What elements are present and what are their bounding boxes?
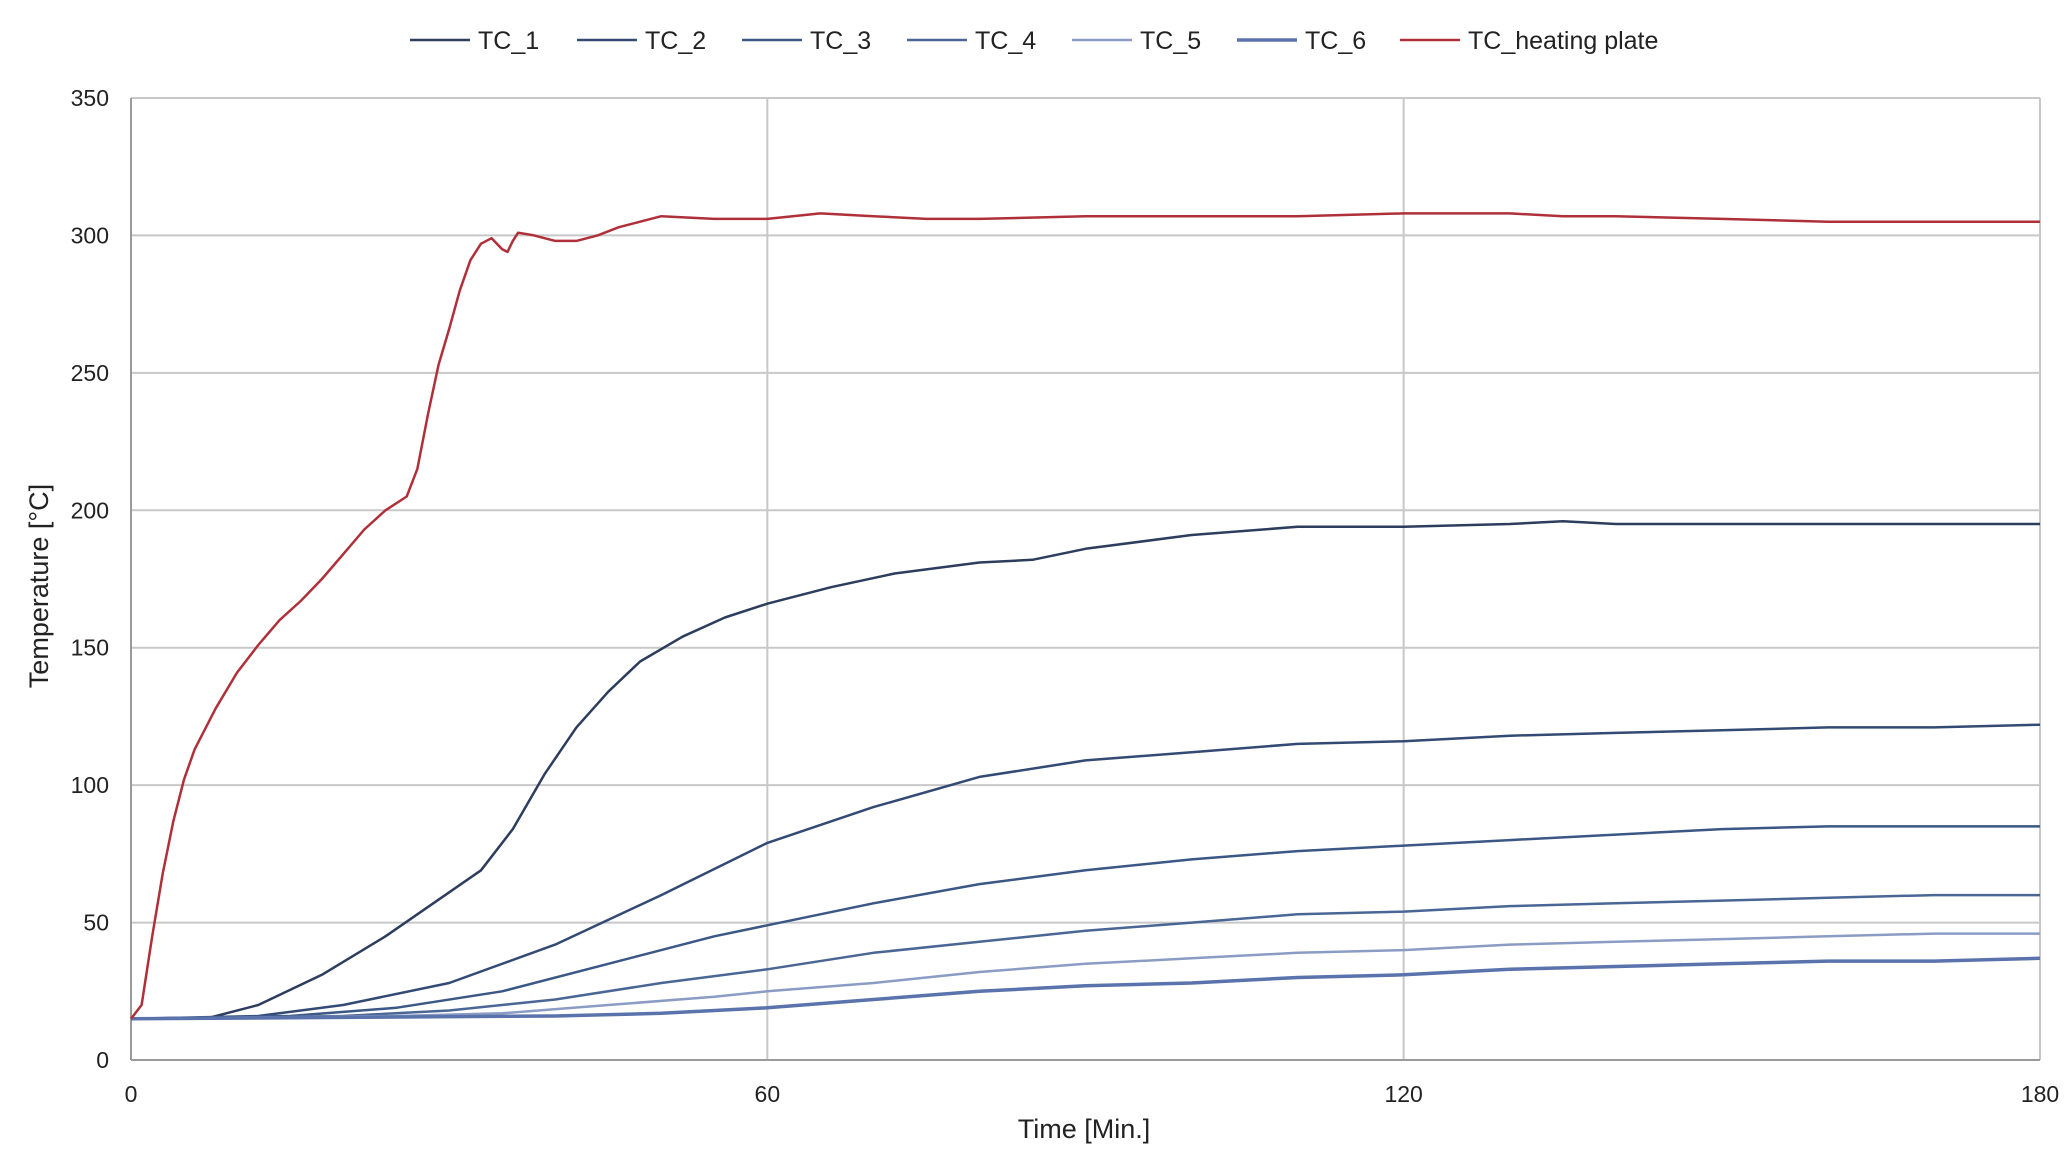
y-axis-title: Temperature [°C] (24, 484, 54, 688)
legend-label: TC_1 (478, 27, 539, 55)
series-lines (130, 212, 2041, 1021)
gridlines (130, 97, 2041, 1061)
x-tick-label: 60 (755, 1081, 781, 1107)
y-tick-label: 0 (96, 1047, 109, 1073)
x-axis-title: Time [Min.] (1018, 1114, 1151, 1144)
legend-label: TC_2 (645, 27, 706, 55)
legend-label: TC_3 (810, 27, 871, 55)
series-line-tc-2 (130, 723, 2041, 1021)
x-tick-labels: 0 60 120 180 (125, 1081, 2060, 1107)
legend: TC_1 TC_2 TC_3 TC_4 TC_5 TC_6 TC_heating plate (410, 27, 1658, 55)
y-tick-label: 150 (71, 635, 109, 661)
plot-frame (130, 98, 2040, 1061)
y-tick-label: 300 (71, 222, 109, 248)
series-line-tc-5 (130, 932, 2040, 1021)
y-tick-label: 250 (71, 360, 109, 386)
y-tick-label: 100 (71, 772, 109, 798)
series-line-tc-3 (130, 825, 2040, 1021)
x-tick-label: 0 (125, 1081, 138, 1107)
series-line-tc-4 (130, 893, 2040, 1021)
x-tick-label: 180 (2021, 1081, 2059, 1107)
y-tick-labels: 0 50 100 150 200 250 300 350 (71, 85, 109, 1073)
x-tick-label: 120 (1384, 1081, 1422, 1107)
legend-label: TC_6 (1305, 27, 1366, 55)
legend-label: TC_4 (975, 27, 1036, 55)
legend-label: TC_5 (1140, 27, 1201, 55)
y-tick-label: 200 (71, 497, 109, 523)
series-line-tc-1 (131, 520, 2040, 1021)
series-line-tc-heating-plate (130, 212, 2040, 1020)
series-line-tc-6 (130, 956, 2041, 1021)
legend-label: TC_heating plate (1468, 27, 1658, 55)
y-tick-label: 50 (83, 910, 109, 936)
y-tick-label: 350 (71, 85, 109, 111)
